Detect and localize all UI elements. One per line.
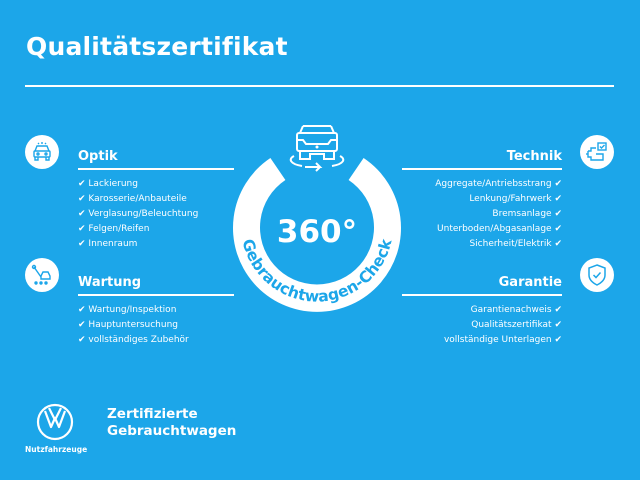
list-item: vollständige Unterlagen ✔ (443, 335, 562, 345)
check-icon: ✔ (554, 335, 562, 345)
list-item: ✔ Hauptuntersuchung (78, 320, 178, 330)
check-icon: ✔ (78, 320, 86, 330)
list-item: ✔ Felgen/Reifen (78, 224, 150, 234)
page-title: Qualitätszertifikat (26, 32, 288, 61)
check-icon: ✔ (554, 224, 562, 234)
divider (78, 168, 234, 170)
divider (402, 168, 562, 170)
engine-check-icon (580, 135, 614, 169)
badge-ring (232, 158, 401, 312)
wartung-list: ✔ Wartung/Inspektion ✔ Hauptuntersuchung… (78, 303, 189, 348)
brand-line-2: Gebrauchtwagen (107, 423, 237, 439)
list-item: Qualitätszertifikat ✔ (471, 320, 562, 330)
check-icon: ✔ (554, 209, 562, 219)
section-heading-technik: Technik (506, 149, 562, 164)
list-item: ✔ Wartung/Inspektion (78, 305, 177, 315)
check-icon: ✔ (78, 194, 86, 204)
check-icon: ✔ (78, 335, 86, 345)
wrench-car-icon (25, 258, 59, 292)
list-item: Unterboden/Abgasanlage ✔ (437, 224, 562, 234)
check-icon: ✔ (554, 239, 562, 249)
check-icon: ✔ (554, 305, 562, 315)
vw-logo (36, 403, 74, 441)
check-icon: ✔ (78, 305, 86, 315)
list-item: ✔ Innenraum (78, 239, 138, 249)
list-item: Lenkung/Fahrwerk ✔ (469, 194, 562, 204)
section-heading-garantie: Garantie (498, 275, 562, 290)
optik-list: ✔ Lackierung ✔ Karosserie/Anbauteile ✔ V… (78, 177, 198, 252)
brand-line-1: Zertifizierte (107, 406, 198, 422)
check-icon: ✔ (78, 209, 86, 219)
check-icon: ✔ (78, 224, 86, 234)
list-item: ✔ Karosserie/Anbauteile (78, 194, 187, 204)
list-item: ✔ Lackierung (78, 179, 138, 189)
car-front-icon (25, 135, 59, 169)
badge-value: 360° (277, 214, 357, 250)
check-icon: ✔ (554, 194, 562, 204)
divider (402, 294, 562, 296)
car-rotate-icon (289, 125, 345, 172)
check-icon: ✔ (78, 239, 86, 249)
list-item: Aggregate/Antriebsstrang ✔ (435, 179, 562, 189)
list-item: Sicherheit/Elektrik ✔ (469, 239, 562, 249)
section-heading-optik: Optik (78, 149, 118, 164)
logo-subtitle: Nutzfahrzeuge (25, 445, 88, 454)
list-item: Bremsanlage ✔ (492, 209, 562, 219)
section-heading-wartung: Wartung (78, 275, 142, 290)
list-item: Garantienachweis ✔ (470, 305, 562, 315)
check-icon: ✔ (78, 179, 86, 189)
technik-list: Aggregate/Antriebsstrang ✔ Lenkung/Fahrw… (362, 177, 562, 252)
garantie-list: Garantienachweis ✔ Qualitätszertifikat ✔… (362, 303, 562, 348)
brand-text: Zertifizierte Gebrauchtwagen (107, 406, 236, 440)
check-icon: ✔ (554, 320, 562, 330)
divider (25, 85, 614, 87)
list-item: ✔ Verglasung/Beleuchtung (78, 209, 199, 219)
list-item: ✔ vollständiges Zubehör (78, 335, 189, 345)
divider (78, 294, 234, 296)
check-icon: ✔ (554, 179, 562, 189)
shield-check-icon (580, 258, 614, 292)
